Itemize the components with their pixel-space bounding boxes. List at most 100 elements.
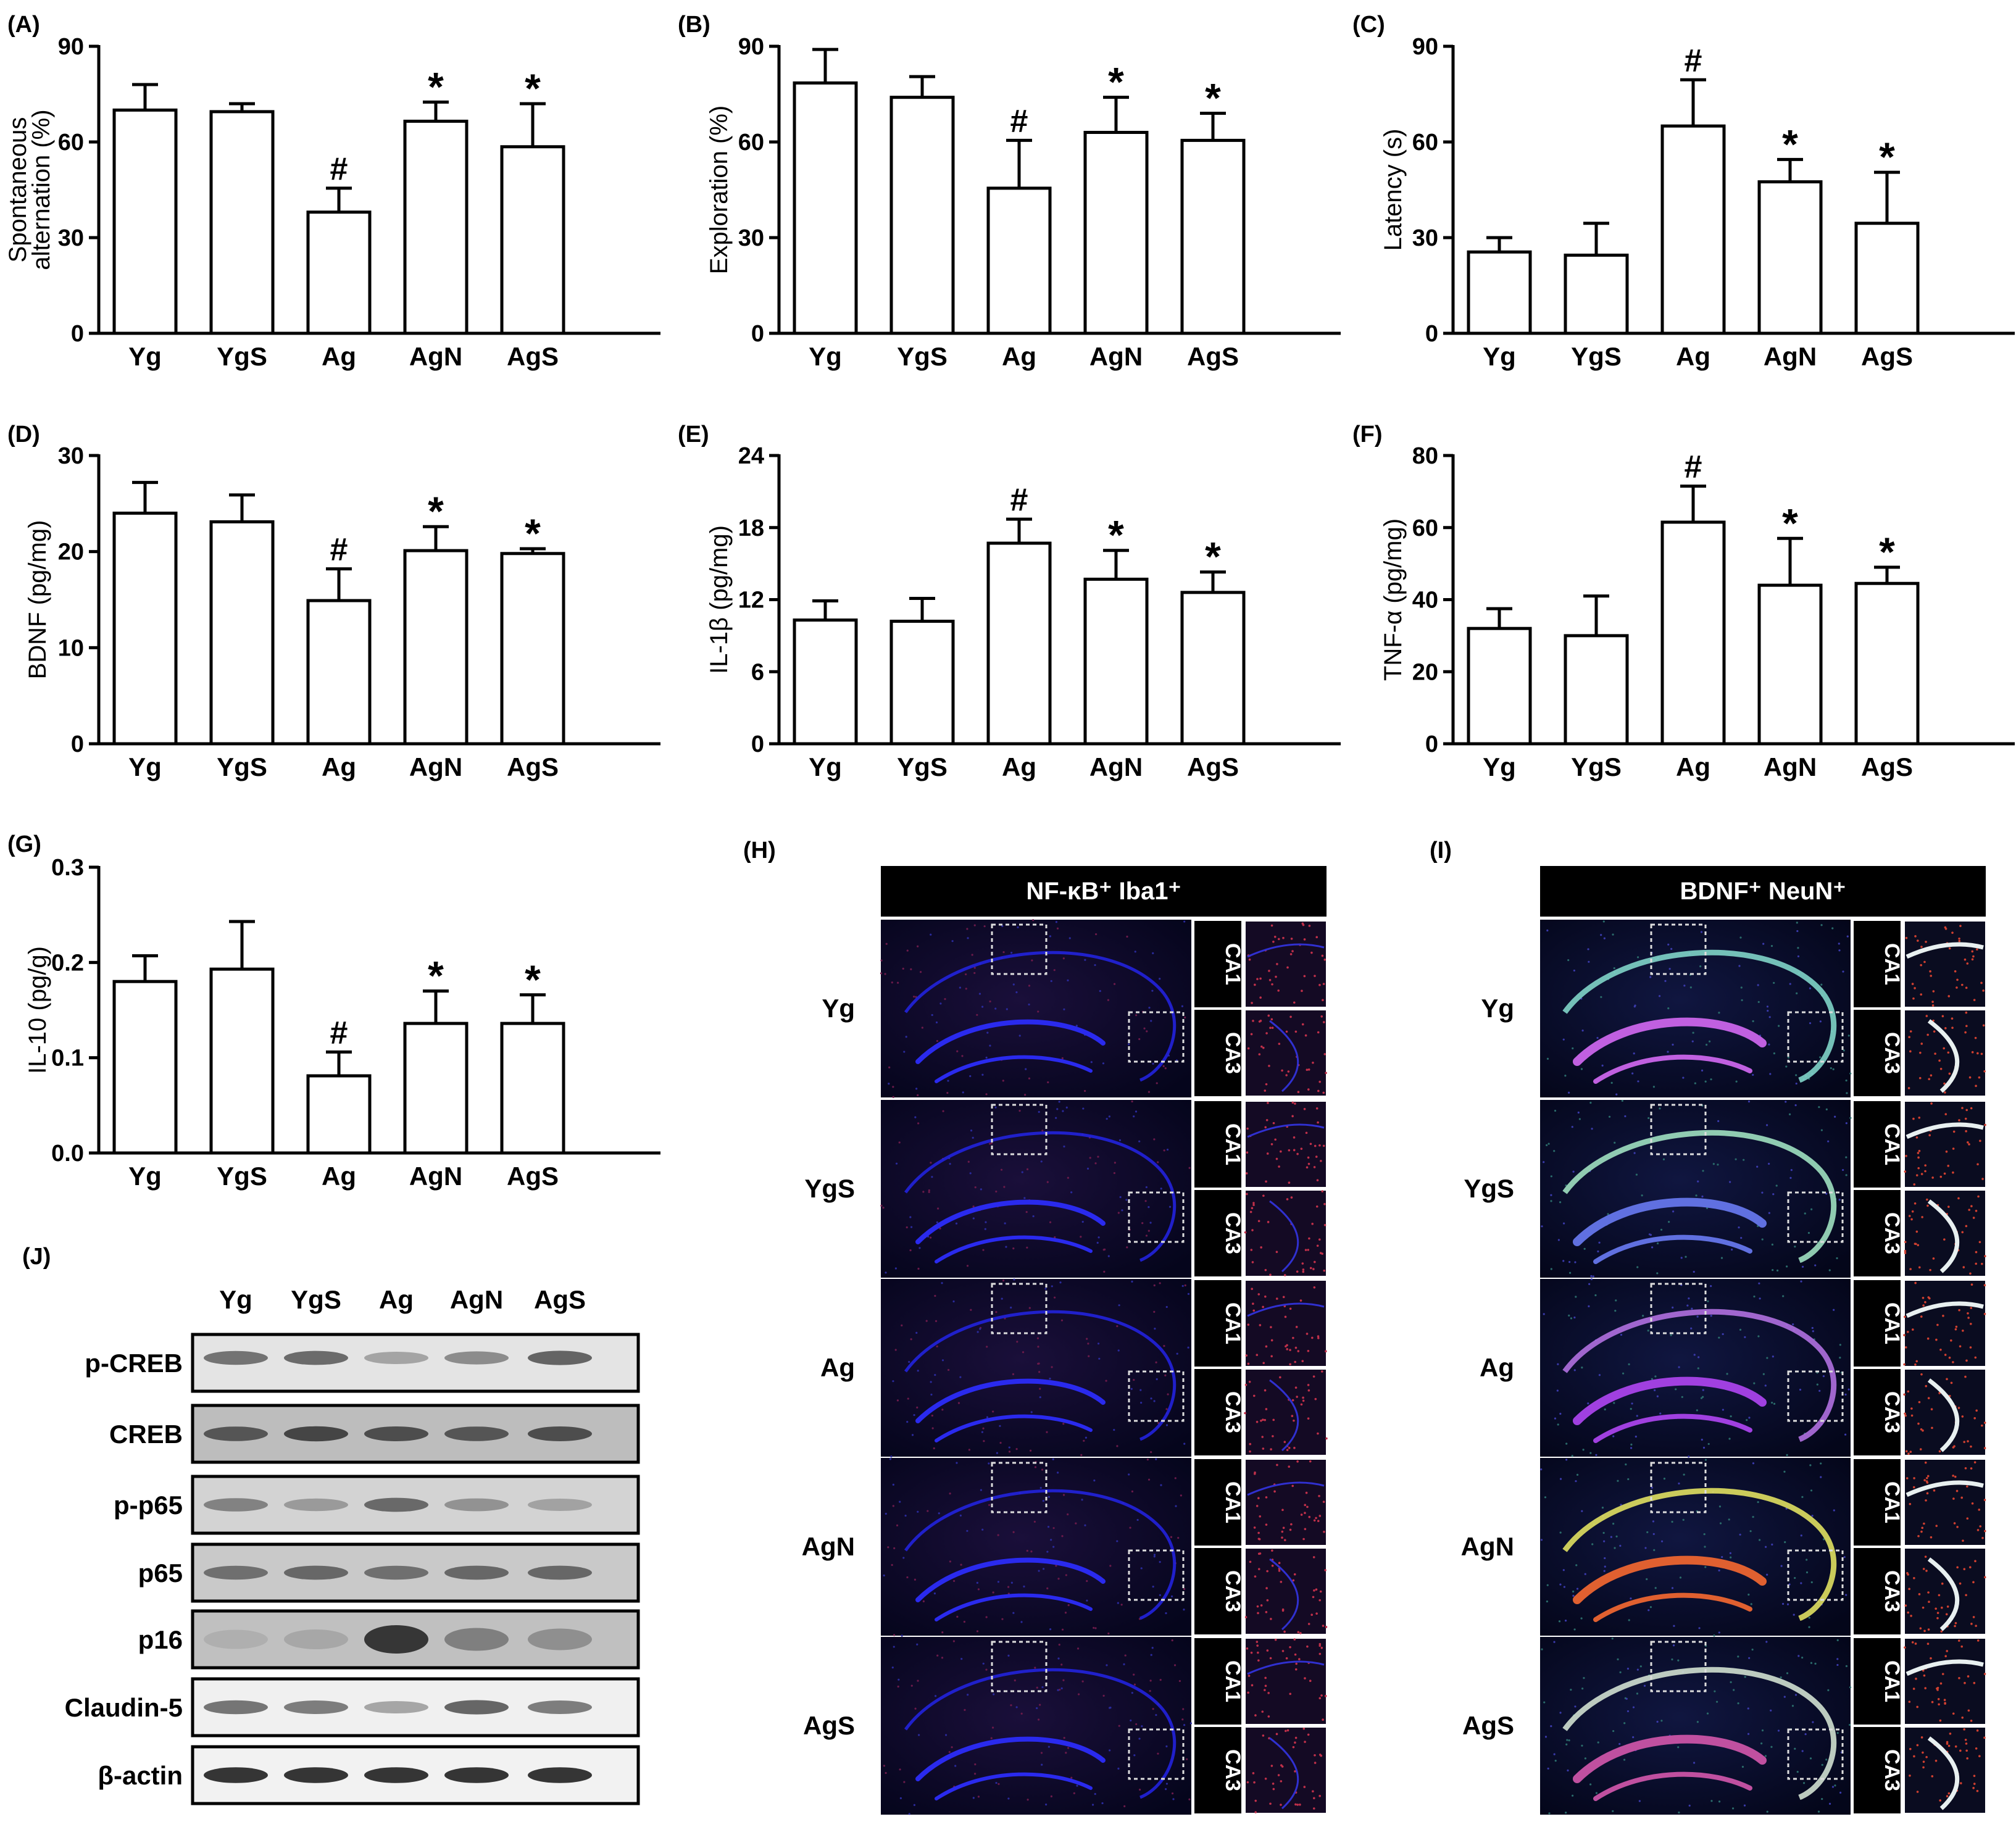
stain-speckle <box>1794 1576 1796 1579</box>
stain-speckle <box>1765 1124 1768 1126</box>
stain-dot <box>1964 958 1967 961</box>
stain-speckle <box>1652 1086 1655 1088</box>
stain-dot <box>1296 1396 1298 1398</box>
stain-dot <box>1293 1638 1296 1641</box>
stain-dot <box>1272 1783 1275 1785</box>
stain-speckle <box>1148 1206 1150 1209</box>
hippocampus-image <box>881 920 1191 1097</box>
stain-dot <box>1313 1589 1315 1592</box>
stain-speckle <box>1844 1433 1847 1436</box>
stain-speckle <box>1630 1447 1633 1449</box>
roi-box-ca1 <box>1650 1641 1707 1692</box>
stain-dot <box>1951 1026 1954 1029</box>
stain-dot <box>1922 1766 1925 1769</box>
protein-band <box>204 1426 268 1441</box>
stain-dot <box>1946 1742 1949 1745</box>
region-label-ca3: CA3 <box>1880 1032 1904 1074</box>
stain-dot <box>1302 1268 1305 1271</box>
stain-dot <box>1282 1296 1285 1299</box>
stain-speckle <box>1547 1767 1549 1770</box>
stain-speckle <box>1096 1241 1099 1244</box>
stain-speckle <box>1565 1442 1568 1445</box>
stain-speckle <box>949 1560 951 1563</box>
stain-dot <box>1939 1682 1943 1685</box>
stain-speckle <box>1048 1496 1050 1498</box>
stain-speckle <box>1639 1665 1642 1668</box>
stain-dot <box>1281 1609 1285 1612</box>
stain-dot <box>1294 1102 1296 1105</box>
stain-dot <box>1289 1015 1292 1018</box>
stain-dot <box>1915 1136 1918 1139</box>
stain-dot <box>1294 1346 1297 1349</box>
stain-dot <box>1978 1241 1981 1244</box>
zoom-layer <box>1906 1659 1984 1676</box>
stain-speckle <box>1636 1668 1639 1671</box>
stain-speckle <box>1653 1549 1656 1551</box>
stain-speckle <box>1752 1516 1754 1518</box>
stain-dot <box>1915 1174 1918 1176</box>
stain-dot <box>1251 1261 1254 1263</box>
stain-speckle <box>1000 1168 1003 1171</box>
dentate-gyrus-lower <box>935 1055 1093 1083</box>
stain-speckle <box>1001 925 1004 928</box>
stain-speckle <box>1107 999 1110 1001</box>
stain-speckle <box>1050 1795 1052 1797</box>
stain-speckle <box>1025 1068 1027 1070</box>
stain-dot <box>1289 1692 1292 1696</box>
stain-speckle <box>1820 1462 1822 1465</box>
stain-dot <box>1270 1142 1273 1146</box>
stain-dot <box>1907 1331 1909 1333</box>
stain-speckle <box>1671 1658 1673 1661</box>
stain-speckle <box>1800 1280 1802 1283</box>
stain-speckle <box>1688 1297 1690 1300</box>
stain-speckle <box>1706 1712 1709 1715</box>
stain-speckle <box>1651 1246 1654 1249</box>
stain-dot <box>1922 1751 1924 1754</box>
stain-dot <box>1315 1107 1318 1110</box>
stain-speckle <box>1820 983 1823 986</box>
stain-speckle <box>1828 1802 1831 1805</box>
chart-il10: 0.00.10.20.3IL-10 (pg/g)Yg YgS#Ag*AgN*AgS <box>24 855 660 1191</box>
bar-ag <box>306 210 372 335</box>
stain-speckle <box>1077 1647 1080 1650</box>
stain-speckle <box>973 972 976 975</box>
ca-pyramidal-layer <box>1562 1488 1837 1621</box>
stain-speckle <box>1061 1535 1064 1538</box>
stain-speckle <box>1809 1022 1812 1025</box>
stain-dot <box>1961 1415 1964 1418</box>
stain-speckle <box>1055 1117 1057 1119</box>
stain-speckle <box>1627 1478 1630 1481</box>
stain-dot <box>1904 1252 1907 1254</box>
stain-dot <box>1324 1695 1327 1697</box>
stain-speckle <box>931 1427 934 1430</box>
stain-dot <box>1964 1375 1967 1378</box>
stain-speckle <box>1574 1261 1577 1263</box>
stain-dot <box>1970 1467 1973 1470</box>
region-label-box <box>1854 1280 1901 1367</box>
stain-dot <box>1938 1392 1941 1394</box>
stain-speckle <box>1026 1246 1028 1249</box>
stain-speckle <box>1090 1061 1093 1063</box>
stain-speckle <box>1588 1283 1591 1285</box>
protein-band <box>364 1701 428 1713</box>
stain-speckle <box>1797 947 1799 949</box>
stain-speckle <box>1845 1079 1847 1082</box>
stain-speckle <box>959 1376 962 1378</box>
stain-dot <box>1931 1426 1933 1430</box>
stain-dot <box>1289 1307 1292 1310</box>
stain-speckle <box>1636 956 1639 959</box>
stain-speckle <box>1797 1655 1800 1657</box>
stain-dot <box>1271 1564 1274 1567</box>
stain-speckle <box>1094 1792 1096 1796</box>
stain-dot <box>1952 1130 1956 1133</box>
stain-dot <box>1965 986 1968 989</box>
stain-speckle <box>1184 1284 1186 1287</box>
stain-dot <box>1967 1312 1969 1315</box>
stain-dot <box>1917 1244 1920 1247</box>
stain-speckle <box>1620 1333 1623 1336</box>
stain-speckle <box>1085 1436 1088 1439</box>
stain-dot <box>1947 1051 1950 1054</box>
stain-speckle <box>1153 1138 1156 1141</box>
stain-speckle <box>998 1783 1000 1785</box>
stain-dot <box>1971 958 1974 961</box>
